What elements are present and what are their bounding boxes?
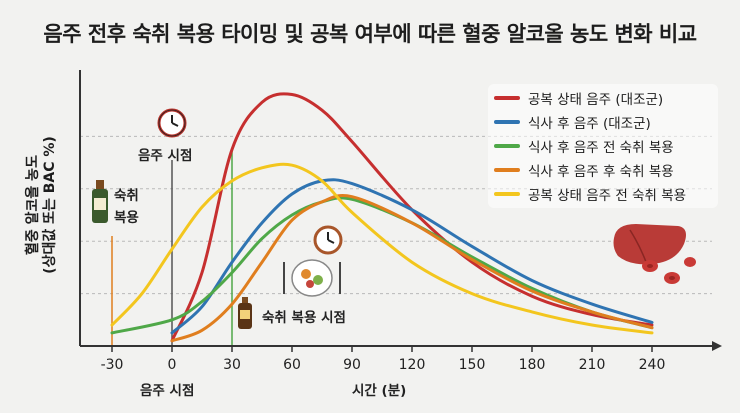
legend-swatch xyxy=(494,120,520,124)
x-ticks: -30 0 30 60 90 120 150 180 210 240 xyxy=(101,346,666,373)
series-line-5 xyxy=(110,162,654,335)
x-tick-label: 150 xyxy=(459,357,486,373)
legend-label: 식사 후 음주 전 숙취 복용 xyxy=(528,140,674,156)
x-tick-label: -30 xyxy=(101,357,124,373)
y-axis-title: 혈중 알코올 농도 xyxy=(25,155,42,255)
legend-swatch xyxy=(494,168,520,172)
series-line-2 xyxy=(170,178,654,335)
x-tick-label: 0 xyxy=(168,357,177,373)
legend-swatch xyxy=(494,144,520,148)
legend-label: 공복 상태 음주 전 숙취 복용 xyxy=(528,188,687,204)
clock-icon xyxy=(157,108,187,138)
x-tick-label: 60 xyxy=(283,357,301,373)
x-tick-label: 240 xyxy=(639,357,666,373)
axes xyxy=(79,70,722,351)
bottle-icon xyxy=(92,180,108,223)
x-tick-label: 120 xyxy=(399,357,426,373)
legend-item: 공복 상태 음주 (대조군) xyxy=(494,86,712,110)
legend-label: 식사 후 음주 후 숙취 복용 xyxy=(528,164,674,180)
y-axis-label: 혈중 알코올 농도 (상대값 또는 BAC %) xyxy=(2,90,82,320)
chart-title: 음주 전후 숙취 복용 타이밍 및 공복 여부에 따른 혈중 알코올 농도 변화… xyxy=(43,22,697,46)
meal-plate-icon xyxy=(283,259,341,297)
legend-label: 공복 상태 음주 (대조군) xyxy=(528,92,664,108)
legend-swatch xyxy=(494,96,520,100)
bottle-icon xyxy=(238,297,252,329)
drinking-start-label-top: 음주 시점 xyxy=(138,148,193,164)
clock-icon xyxy=(313,225,343,255)
legend-swatch xyxy=(494,192,520,196)
y-axis-subtitle: (상대값 또는 BAC %) xyxy=(42,136,59,274)
blood-cells-icon xyxy=(642,257,696,284)
hangover-label-line1: 숙취 xyxy=(114,188,139,204)
x-tick-label: 180 xyxy=(519,357,546,373)
x-axis-label: 시간 (분) xyxy=(352,383,407,399)
x-tick-label: 210 xyxy=(579,357,606,373)
legend-label: 식사 후 음주 (대조군) xyxy=(528,116,651,132)
x-tick-label: 30 xyxy=(223,357,241,373)
legend-item: 식사 후 음주 후 숙취 복용 xyxy=(494,158,712,182)
legend: 공복 상태 음주 (대조군) 식사 후 음주 (대조군) 식사 후 음주 전 숙취 … xyxy=(488,84,718,208)
legend-item: 공복 상태 음주 전 숙취 복용 xyxy=(494,182,712,206)
series-line-4 xyxy=(170,193,654,343)
legend-item: 식사 후 음주 (대조군) xyxy=(494,110,712,134)
x-axis-arrow xyxy=(712,341,722,351)
hangover-label-line2: 복용 xyxy=(114,210,139,226)
legend-item: 식사 후 음주 전 숙취 복용 xyxy=(494,134,712,158)
series-lines xyxy=(110,92,654,343)
liver-icon xyxy=(613,224,686,265)
x-tick-label: 90 xyxy=(343,357,361,373)
drinking-start-label-bottom: 음주 시점 xyxy=(140,383,195,399)
hangover-time-label: 숙취 복용 시점 xyxy=(262,310,346,326)
